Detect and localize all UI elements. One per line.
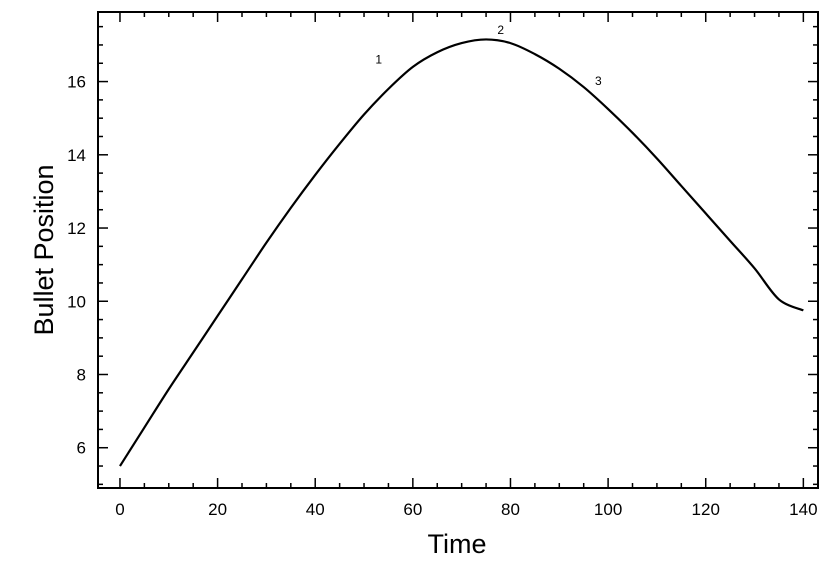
x-tick-label: 80 — [501, 500, 520, 519]
x-axis-ticks — [119, 12, 805, 488]
y-tick-label: 14 — [67, 146, 86, 165]
x-tick-label: 100 — [594, 500, 622, 519]
plot-frame — [97, 11, 819, 489]
y-axis-tick-labels: 6 8 10 12 14 16 — [67, 73, 86, 458]
y-tick-label: 16 — [67, 73, 86, 92]
y-tick-label: 8 — [77, 365, 86, 384]
x-axis-title: Time — [428, 529, 487, 559]
y-tick-label: 12 — [67, 219, 86, 238]
point-annotations: 1 2 3 — [375, 23, 602, 88]
annotation-label-2: 2 — [497, 23, 504, 37]
x-tick-label: 120 — [692, 500, 720, 519]
x-tick-label: 140 — [789, 500, 817, 519]
x-axis-tick-labels: 0 20 40 60 80 100 120 140 — [115, 500, 817, 519]
y-tick-label: 10 — [67, 292, 86, 311]
x-tick-label: 20 — [208, 500, 227, 519]
y-axis-title: Bullet Position — [29, 164, 59, 335]
annotation-label-1: 1 — [375, 52, 382, 66]
annotation-label-3: 3 — [595, 74, 602, 88]
y-axis-ticks — [98, 25, 818, 486]
x-tick-label: 40 — [306, 500, 325, 519]
x-tick-label: 0 — [115, 500, 124, 519]
x-tick-label: 60 — [403, 500, 422, 519]
y-tick-label: 6 — [77, 439, 86, 458]
data-line — [119, 38, 804, 467]
